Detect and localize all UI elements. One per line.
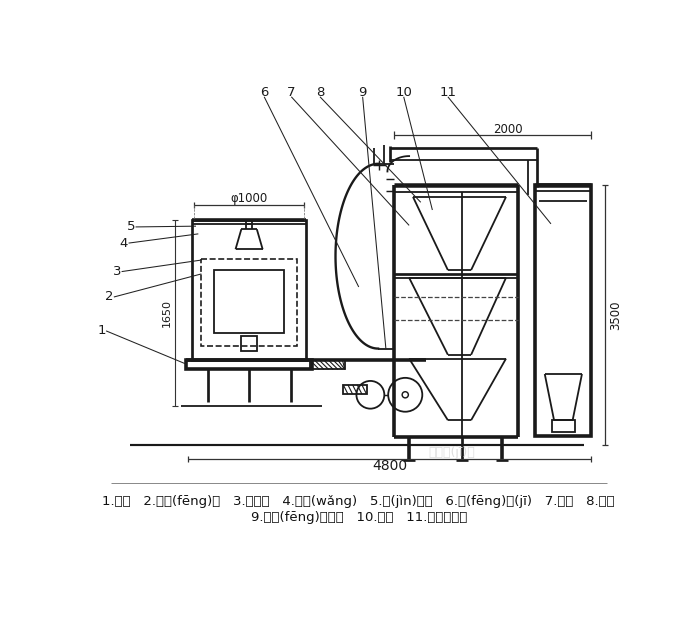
- Text: 8: 8: [316, 86, 324, 98]
- Circle shape: [402, 392, 408, 398]
- Bar: [192, 220, 306, 360]
- Text: 3: 3: [113, 265, 121, 278]
- Bar: [241, 335, 257, 351]
- Text: 1650: 1650: [162, 299, 172, 327]
- Text: 5: 5: [127, 221, 135, 233]
- Text: 3500: 3500: [610, 300, 622, 330]
- Text: φ1000: φ1000: [230, 192, 267, 205]
- Text: 奧汰機(jī)械: 奧汰機(jī)械: [428, 446, 475, 459]
- Bar: [552, 420, 575, 432]
- Text: 1: 1: [97, 324, 106, 337]
- Text: 7: 7: [287, 86, 295, 98]
- Bar: [343, 385, 367, 394]
- Text: 2000: 2000: [493, 123, 523, 135]
- Bar: [186, 360, 312, 369]
- Text: 6: 6: [260, 86, 268, 98]
- Text: 4: 4: [120, 236, 128, 250]
- Text: 11: 11: [440, 86, 456, 98]
- Bar: [310, 360, 345, 369]
- Bar: [536, 186, 592, 436]
- Text: 9: 9: [358, 86, 367, 98]
- Text: 4800: 4800: [372, 460, 407, 473]
- Text: 10: 10: [395, 86, 412, 98]
- Text: 1.底座   2.回風(fēng)道   3.激振器   4.篩網(wǎng)   5.進(jìn)料斗   6.風(fēng)機(jī)   7.絞龍   8: 1.底座 2.回風(fēng)道 3.激振器 4.篩網(wǎng) 5.進(jì…: [102, 495, 615, 507]
- Text: 2: 2: [105, 290, 113, 303]
- Bar: [214, 270, 284, 333]
- Text: 9.旋風(fēng)分離器   10.支架   11.布袋除塵器: 9.旋風(fēng)分離器 10.支架 11.布袋除塵器: [251, 512, 467, 525]
- Bar: [202, 258, 297, 346]
